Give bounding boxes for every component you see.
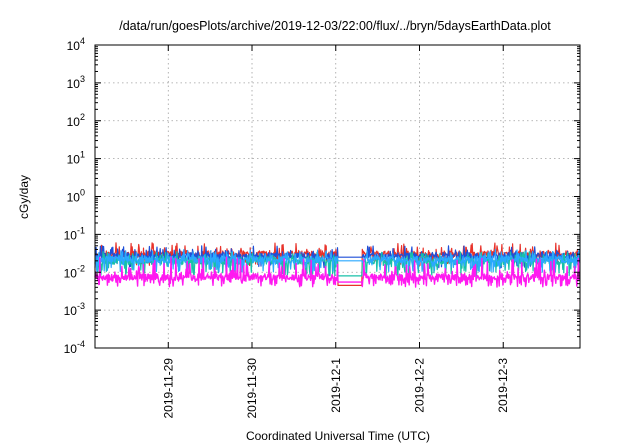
series-line: [94, 256, 581, 288]
series-group: [94, 242, 581, 288]
grid: [95, 45, 580, 348]
y-tick-label: 10-3: [64, 301, 85, 318]
y-tick-label: 103: [67, 74, 85, 91]
y-tick-label: 10-2: [64, 263, 85, 280]
chart-title: /data/run/goesPlots/archive/2019-12-03/2…: [119, 19, 551, 33]
y-axis: 10-4 10-3 10-2 10-1 100 101 102 103 104: [64, 36, 580, 356]
y-tick-label: 100: [67, 188, 85, 205]
y-tick-label: 102: [67, 112, 85, 129]
x-axis: 2019-11-29 2019-11-30 2019-12-1 2019-12-2 20…: [161, 45, 510, 419]
y-tick-label: 104: [67, 36, 85, 53]
y-tick-label: 10-1: [64, 225, 85, 242]
x-tick-label: 2019-12-1: [329, 358, 343, 413]
x-tick-label: 2019-12-3: [496, 358, 510, 413]
y-axis-label: cGy/day: [17, 175, 31, 219]
y-tick-label: 101: [67, 150, 85, 167]
x-tick-label: 2019-11-29: [161, 358, 175, 419]
y-tick-label: 10-4: [64, 339, 85, 356]
x-tick-label: 2019-12-2: [412, 358, 426, 413]
x-axis-label: Coordinated Universal Time (UTC): [246, 429, 430, 443]
x-tick-label: 2019-11-30: [245, 358, 259, 419]
